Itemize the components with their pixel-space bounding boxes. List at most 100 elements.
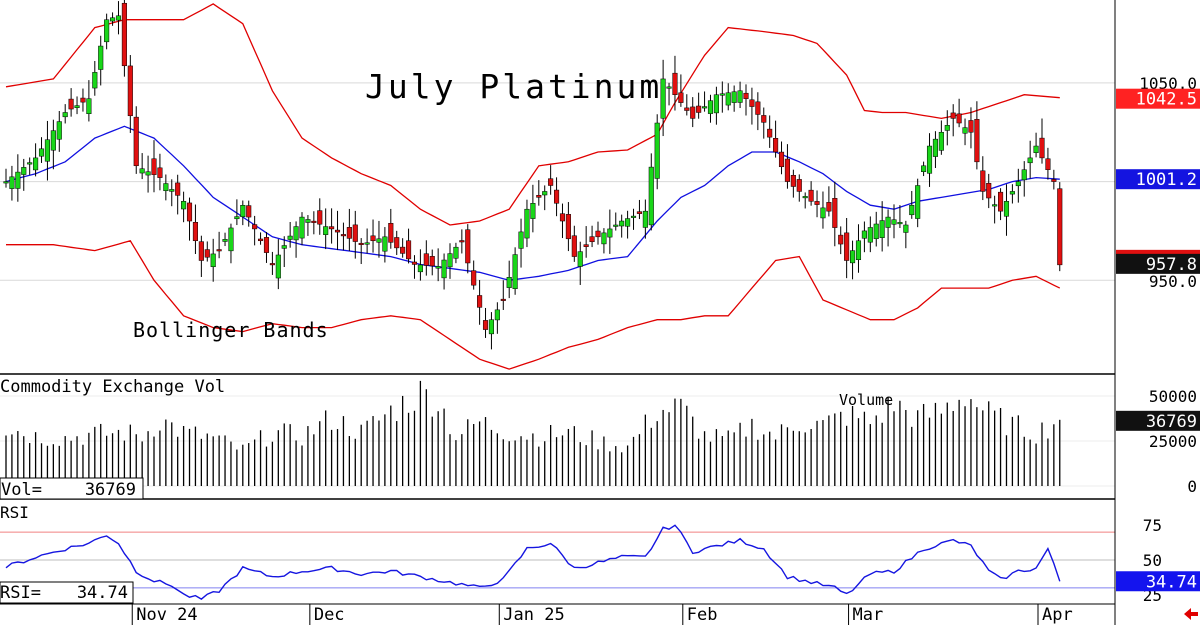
candle-down (346, 227, 352, 239)
candle-down (773, 138, 779, 153)
candle-up (879, 220, 885, 238)
candle-up (903, 224, 909, 233)
rsi-value-badge-bg (1116, 571, 1200, 592)
candle-down (749, 99, 755, 107)
candle-down (329, 226, 335, 230)
indicator-label: Bollinger Bands (133, 318, 329, 342)
candle-up (305, 219, 311, 223)
candle-up (293, 226, 299, 241)
candle-up (1003, 201, 1010, 217)
candle-up (962, 127, 968, 134)
price-tick-label: 950.0 (1149, 272, 1197, 291)
candle-up (435, 266, 441, 269)
candle-up (228, 227, 234, 252)
candle-up (1021, 169, 1027, 181)
candle-up (181, 201, 187, 210)
candle-up (897, 222, 903, 225)
candle-down (950, 112, 956, 119)
candle-up (275, 254, 281, 279)
candle-up (287, 235, 293, 240)
candle-down (121, 2, 127, 67)
candle-down (68, 98, 74, 110)
candle-up (222, 239, 228, 242)
candle-down (465, 229, 471, 264)
candle-up (441, 259, 447, 279)
candle-up (725, 92, 731, 106)
candle-down (252, 224, 258, 230)
candle-up (27, 162, 33, 165)
candle-down (482, 320, 489, 330)
candle-up (613, 224, 619, 227)
candle-up (909, 204, 915, 216)
last-price-badge: 957.8 (1146, 255, 1197, 275)
candle-down (411, 261, 418, 265)
candle-up (110, 17, 116, 22)
candle-down (767, 128, 773, 138)
candle-down (838, 234, 844, 245)
candle-up (506, 277, 512, 288)
rsi-readout-label: RSI= (0, 583, 41, 603)
candle-up (74, 105, 80, 108)
candle-up (707, 100, 714, 114)
lower-band-badge-strip (1116, 249, 1200, 256)
candle-up (512, 254, 518, 289)
candle-up (642, 210, 648, 228)
candle-down (986, 182, 992, 199)
volume-legend: Volume (839, 391, 893, 409)
rsi-panel-label: RSI (0, 503, 29, 522)
candle-down (690, 106, 696, 119)
volume-readout-label: Vol= (1, 480, 42, 500)
rsi-readout-value: 34.74 (77, 583, 128, 603)
mid-band-line (5, 125, 1060, 281)
candle-up (86, 98, 92, 114)
candle-down (400, 246, 406, 254)
candle-up (104, 19, 110, 43)
rsi-line (5, 524, 1061, 600)
volume-readout-box (0, 477, 144, 500)
candle-down (808, 189, 814, 202)
candle-down (406, 240, 412, 260)
candle-down (334, 229, 341, 233)
candle-up (518, 231, 524, 249)
candle-down (755, 101, 761, 115)
candle-down (565, 214, 571, 240)
candle-up (3, 181, 9, 184)
price-tick-label: 1050.0 (1139, 74, 1197, 93)
candle-down (186, 202, 193, 222)
candle-down (157, 167, 163, 178)
candle-up (850, 250, 856, 264)
candle-down (311, 220, 317, 223)
candle-up (488, 319, 494, 335)
candle-up (382, 236, 388, 252)
candle-down (790, 175, 796, 187)
candle-down (778, 151, 785, 168)
candle-down (192, 221, 198, 242)
candle-down (204, 249, 210, 258)
candle-down (358, 242, 364, 245)
volume-tick-label: 25000 (1149, 432, 1197, 451)
axis-labels: Nov 24 Dec Jan 25 Feb Mar Apr 1050.0 950.0 0 2500… (131, 74, 1200, 625)
candle-up (660, 78, 666, 119)
candle-up (33, 157, 39, 171)
volume-readout-value: 36769 (85, 480, 136, 500)
grid-lines (0, 82, 1115, 487)
x-tick-label: Apr (1042, 605, 1073, 625)
candle-up (915, 185, 921, 219)
candle-up (530, 203, 536, 219)
candle-up (92, 72, 98, 89)
candles (3, 0, 1063, 350)
candle-up (619, 220, 625, 227)
candle-down (459, 240, 465, 243)
volume-value-badge: 36769 (1146, 412, 1197, 432)
x-tick-label: Jan 25 (503, 605, 564, 625)
x-tick-label: Feb (687, 605, 718, 625)
candle-up (210, 253, 216, 268)
x-tick-label: Dec (314, 605, 345, 625)
volume-tick-label: 0 (1187, 477, 1197, 496)
candle-down (1051, 179, 1057, 182)
lower-band-line (6, 240, 1061, 370)
candle-down (814, 201, 820, 205)
candle-down (370, 235, 376, 242)
candle-up (364, 242, 370, 245)
candle-up (44, 139, 50, 162)
